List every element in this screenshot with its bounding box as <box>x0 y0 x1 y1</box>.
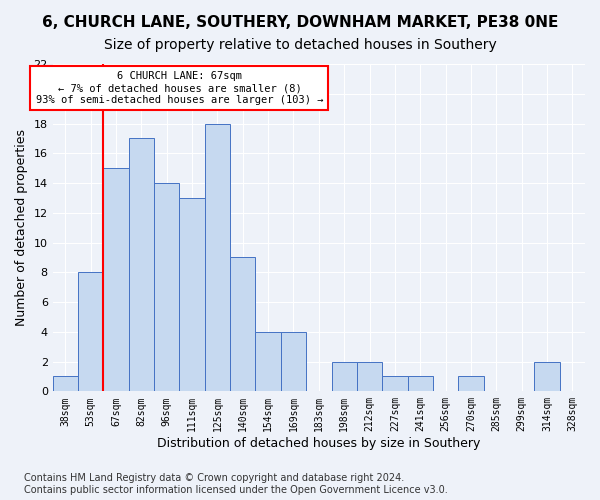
Bar <box>407 376 433 392</box>
X-axis label: Distribution of detached houses by size in Southery: Distribution of detached houses by size … <box>157 437 481 450</box>
Bar <box>256 332 281 392</box>
Bar <box>103 168 129 392</box>
Bar <box>205 124 230 392</box>
Text: Contains HM Land Registry data © Crown copyright and database right 2024.
Contai: Contains HM Land Registry data © Crown c… <box>24 474 448 495</box>
Bar <box>129 138 154 392</box>
Bar <box>535 362 560 392</box>
Bar <box>230 258 256 392</box>
Bar <box>332 362 357 392</box>
Bar <box>357 362 382 392</box>
Bar <box>154 183 179 392</box>
Text: 6, CHURCH LANE, SOUTHERY, DOWNHAM MARKET, PE38 0NE: 6, CHURCH LANE, SOUTHERY, DOWNHAM MARKET… <box>42 15 558 30</box>
Text: Size of property relative to detached houses in Southery: Size of property relative to detached ho… <box>104 38 496 52</box>
Bar <box>382 376 407 392</box>
Bar <box>281 332 306 392</box>
Bar <box>78 272 103 392</box>
Y-axis label: Number of detached properties: Number of detached properties <box>15 129 28 326</box>
Bar <box>53 376 78 392</box>
Bar <box>458 376 484 392</box>
Bar <box>179 198 205 392</box>
Text: 6 CHURCH LANE: 67sqm
← 7% of detached houses are smaller (8)
93% of semi-detache: 6 CHURCH LANE: 67sqm ← 7% of detached ho… <box>35 72 323 104</box>
